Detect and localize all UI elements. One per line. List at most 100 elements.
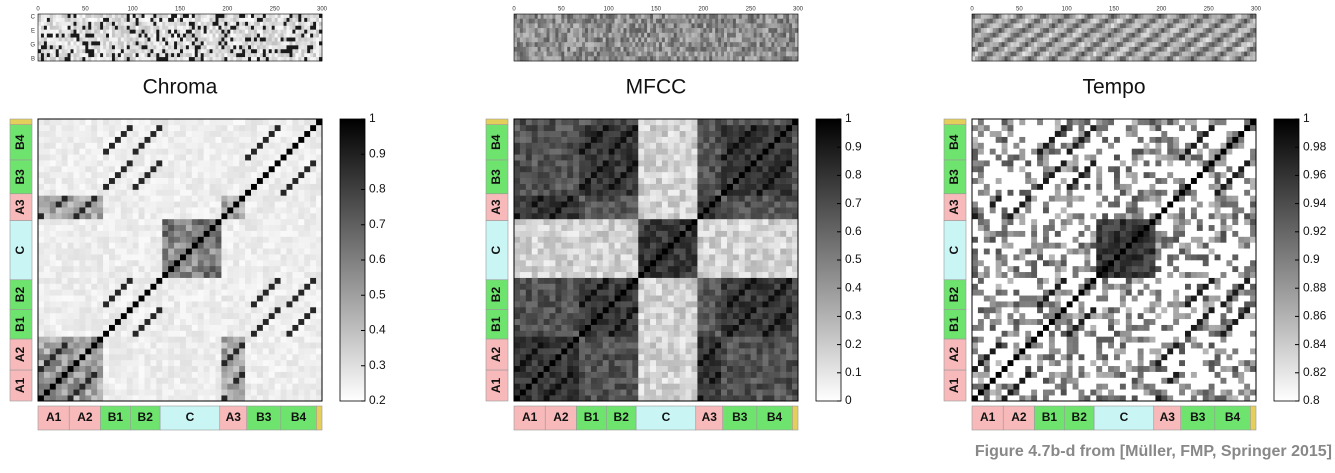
- feature-cell: [79, 30, 82, 34]
- heatmap-cell: [251, 178, 257, 184]
- heatmap-cell: [168, 148, 174, 154]
- feature-cell: [573, 28, 576, 33]
- heatmap-cell: [145, 119, 151, 125]
- feature-cell: [618, 28, 621, 33]
- heatmap-cell: [85, 231, 91, 237]
- heatmap-cell: [275, 154, 281, 160]
- heatmap-cell: [526, 378, 532, 384]
- heatmap-cell: [103, 278, 109, 284]
- heatmap-cell: [109, 336, 115, 342]
- feature-cell: [295, 14, 298, 18]
- heatmap-cell: [674, 395, 680, 401]
- feature-cell: [745, 14, 748, 19]
- heatmap-cell: [585, 395, 591, 401]
- heatmap-cell: [615, 348, 621, 354]
- feature-cell: [59, 18, 62, 22]
- heatmap-cell: [316, 242, 322, 248]
- heatmap-cell: [44, 395, 50, 401]
- heatmap-cell: [263, 172, 269, 178]
- heatmap-cell: [127, 366, 133, 372]
- feature-cell: [552, 14, 555, 19]
- feature-cell: [597, 28, 600, 33]
- heatmap-cell: [204, 289, 210, 295]
- feature-cell: [233, 30, 236, 34]
- heatmap-cell: [62, 160, 68, 166]
- heatmap-cell: [221, 166, 227, 172]
- feature-cell: [142, 14, 145, 18]
- heatmap-cell: [292, 166, 298, 172]
- heatmap-cell: [115, 313, 121, 319]
- heatmap-cell: [50, 389, 56, 395]
- heatmap-cell: [85, 325, 91, 331]
- heatmap-cell: [638, 389, 644, 395]
- feature-cell: [304, 53, 307, 57]
- heatmap-cell: [532, 348, 538, 354]
- heatmap-cell: [145, 372, 151, 378]
- feature-cell: [680, 28, 683, 33]
- heatmap-cell: [526, 383, 532, 389]
- heatmap-cell: [109, 272, 115, 278]
- feature-cell: [727, 33, 730, 38]
- feature-cell: [304, 26, 307, 30]
- heatmap-cell: [150, 395, 156, 401]
- heatmap-cell: [50, 348, 56, 354]
- heatmap-cell: [316, 284, 322, 290]
- heatmap-cell: [133, 172, 139, 178]
- heatmap-cell: [257, 289, 263, 295]
- feature-cell: [183, 18, 186, 22]
- heatmap-cell: [133, 278, 139, 284]
- feature-cell: [153, 38, 156, 42]
- heatmap-cell: [198, 319, 204, 325]
- heatmap-cell: [298, 248, 304, 254]
- feature-cell: [65, 26, 68, 30]
- feature-cell: [588, 52, 591, 57]
- feature-cell: [133, 57, 136, 61]
- heatmap-cell: [115, 342, 121, 348]
- heatmap-cell: [269, 201, 275, 207]
- feature-cell: [706, 33, 709, 38]
- feature-cell: [139, 34, 142, 38]
- heatmap-cell: [603, 383, 609, 389]
- feature-cell: [748, 42, 751, 47]
- heatmap-cell: [74, 160, 80, 166]
- feature-cell: [121, 26, 124, 30]
- heatmap-cell: [281, 207, 287, 213]
- heatmap-cell: [233, 148, 239, 154]
- heatmap-cell: [281, 284, 287, 290]
- heatmap-cell: [257, 154, 263, 160]
- feature-cell: [727, 56, 730, 61]
- heatmap-cell: [227, 201, 233, 207]
- feature-cell: [579, 56, 582, 61]
- feature-cell: [227, 38, 230, 42]
- heatmap-cell: [198, 389, 204, 395]
- heatmap-cell: [269, 366, 275, 372]
- heatmap-cell: [310, 143, 316, 149]
- heatmap-cell: [156, 213, 162, 219]
- feature-cell: [567, 52, 570, 57]
- feature-cell: [168, 30, 171, 34]
- feature-tick: 50: [558, 7, 565, 13]
- heatmap-cell: [162, 313, 168, 319]
- feature-cell: [189, 14, 192, 18]
- heatmap-cell: [50, 231, 56, 237]
- heatmap-cell: [257, 225, 263, 231]
- heatmap-cell: [186, 190, 192, 196]
- heatmap-cell: [162, 131, 168, 137]
- feature-cell: [162, 53, 165, 57]
- feature-cell: [156, 22, 159, 26]
- feature-cell: [301, 22, 304, 26]
- feature-cell: [171, 49, 174, 53]
- feature-cell: [236, 45, 239, 49]
- heatmap-cell: [263, 366, 269, 372]
- feature-cell: [576, 33, 579, 38]
- feature-cell: [555, 33, 558, 38]
- heatmap-cell: [621, 389, 627, 395]
- heatmap-cell: [38, 207, 44, 213]
- feature-cell: [647, 33, 650, 38]
- feature-cell: [91, 26, 94, 30]
- feature-cell: [218, 45, 221, 49]
- heatmap-cell: [298, 137, 304, 143]
- heatmap-cell: [281, 301, 287, 307]
- heatmap-cell: [156, 172, 162, 178]
- feature-cell: [50, 53, 53, 57]
